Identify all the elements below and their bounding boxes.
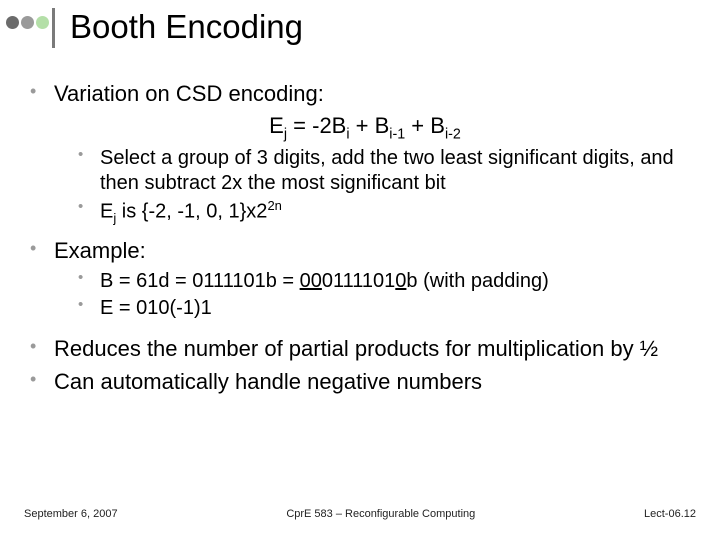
eq-text: Ej = -2Bi + Bi-1 + Bi-2 [269, 113, 461, 138]
header-dots [6, 16, 49, 29]
dot-2 [21, 16, 34, 29]
subbullet-select: Select a group of 3 digits, add the two … [78, 146, 700, 196]
slide-content: Variation on CSD encoding: Ej = -2Bi + B… [30, 80, 700, 401]
equation: Ej = -2Bi + Bi-1 + Bi-2 [30, 113, 700, 142]
footer-course: CprE 583 – Reconfigurable Computing [286, 508, 475, 520]
slide-footer: September 6, 2007 CprE 583 – Reconfigura… [24, 508, 696, 520]
footer-date: September 6, 2007 [24, 508, 118, 520]
bullet-reduces: Reduces the number of partial products f… [30, 335, 700, 364]
slide-title: Booth Encoding [70, 8, 303, 46]
bullet-negative: Can automatically handle negative number… [30, 368, 700, 397]
subbullet-ej-range: Ej is {-2, -1, 0, 1}x22n [78, 198, 700, 227]
subbullet-e-value: E = 010(-1)1 [78, 296, 700, 321]
dot-1 [6, 16, 19, 29]
bullet-variation: Variation on CSD encoding: [30, 80, 700, 109]
subbullet-b-value: B = 61d = 0111101b = 0001111010b (with p… [78, 269, 700, 294]
title-separator [52, 8, 55, 48]
bullet-example: Example: [30, 237, 700, 266]
footer-pagenum: Lect-06.12 [644, 508, 696, 520]
dot-3 [36, 16, 49, 29]
